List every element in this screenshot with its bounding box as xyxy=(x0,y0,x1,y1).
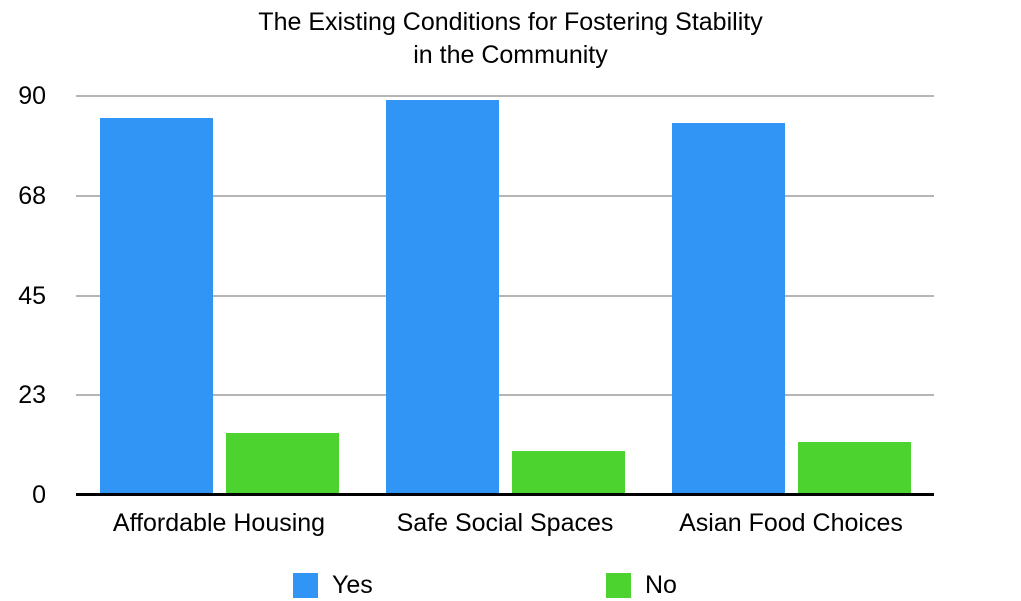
bar-no-asian-food-choices xyxy=(797,441,911,495)
y-axis-tick-label: 45 xyxy=(18,281,46,310)
legend-label-no: No xyxy=(645,571,677,599)
bar-yes-affordable-housing xyxy=(99,118,213,495)
gridline xyxy=(76,294,934,297)
plot-area xyxy=(76,95,934,496)
bar-group-safe-social-spaces xyxy=(362,96,648,495)
y-axis-tick-label: 0 xyxy=(32,481,46,509)
chart-title: The Existing Conditions for Fostering St… xyxy=(258,8,763,69)
bar-yes-safe-social-spaces xyxy=(385,100,499,495)
gridline xyxy=(76,95,934,97)
x-axis-category-label: Affordable Housing xyxy=(112,509,326,537)
legend-swatch-yes xyxy=(293,573,318,598)
y-axis-tick-label: 90 xyxy=(18,82,46,110)
legend-item-yes: Yes xyxy=(293,571,373,600)
gridline xyxy=(76,394,934,397)
y-axis-tick-label: 23 xyxy=(18,381,46,410)
x-axis-category-label: Safe Social Spaces xyxy=(396,509,614,537)
legend-item-no: No xyxy=(606,571,677,600)
bar-groups xyxy=(76,96,934,495)
x-axis-line xyxy=(76,493,934,496)
legend-swatch-no xyxy=(606,573,631,598)
legend-label-yes: Yes xyxy=(332,571,373,599)
y-axis: 90 68 45 23 0 xyxy=(0,83,46,508)
bar-no-affordable-housing xyxy=(225,432,339,495)
y-axis-tick-label: 68 xyxy=(18,181,46,210)
gridline xyxy=(76,194,934,197)
bar-group-affordable-housing xyxy=(76,96,362,495)
bar-yes-asian-food-choices xyxy=(671,122,785,495)
bar-group-asian-food-choices xyxy=(648,96,934,495)
bar-no-safe-social-spaces xyxy=(511,450,625,495)
x-axis: Affordable Housing Safe Social Spaces As… xyxy=(76,509,934,538)
x-axis-category-label: Asian Food Choices xyxy=(679,509,903,537)
